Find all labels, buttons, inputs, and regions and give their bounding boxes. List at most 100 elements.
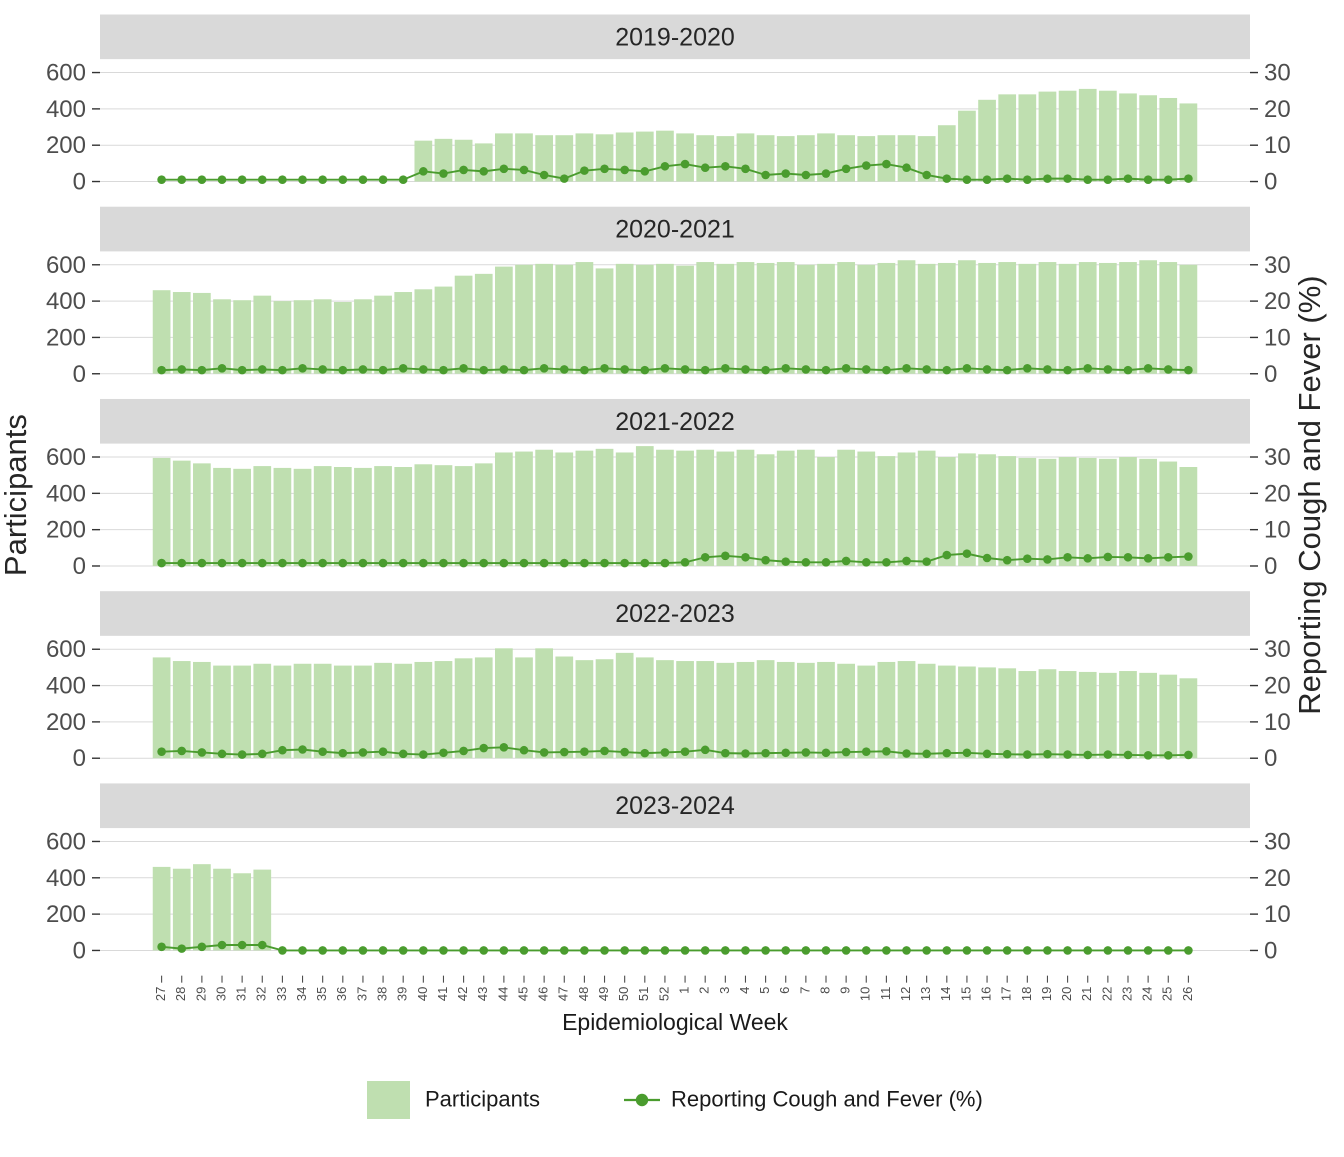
svg-text:30: 30 (1264, 444, 1291, 471)
svg-text:2020-2021: 2020-2021 (615, 216, 735, 244)
svg-text:600: 600 (46, 252, 86, 279)
svg-text:200: 200 (46, 517, 86, 544)
svg-text:47: 47 (556, 987, 571, 1001)
svg-text:600: 600 (46, 60, 86, 87)
svg-text:52: 52 (656, 987, 671, 1001)
svg-text:0: 0 (73, 169, 86, 196)
svg-text:39: 39 (395, 987, 410, 1001)
svg-text:0: 0 (73, 553, 86, 580)
svg-text:6: 6 (777, 987, 792, 994)
svg-text:41: 41 (435, 987, 450, 1001)
svg-text:29: 29 (193, 987, 208, 1001)
svg-text:2022-2023: 2022-2023 (615, 600, 735, 628)
svg-text:0: 0 (73, 937, 86, 964)
svg-text:Participants: Participants (0, 414, 33, 576)
svg-text:20: 20 (1264, 288, 1291, 315)
svg-text:4: 4 (737, 987, 752, 994)
svg-text:10: 10 (1264, 132, 1291, 159)
svg-text:48: 48 (576, 987, 591, 1001)
svg-text:10: 10 (1264, 517, 1291, 544)
svg-text:200: 200 (46, 901, 86, 928)
svg-text:18: 18 (1019, 987, 1034, 1001)
svg-text:17: 17 (999, 987, 1014, 1001)
svg-text:37: 37 (354, 987, 369, 1001)
svg-text:20: 20 (1264, 673, 1291, 700)
svg-text:2019-2020: 2019-2020 (615, 23, 735, 51)
svg-text:40: 40 (415, 987, 430, 1001)
svg-text:2: 2 (697, 987, 712, 994)
svg-text:15: 15 (958, 987, 973, 1001)
svg-text:1: 1 (677, 987, 692, 994)
svg-text:51: 51 (636, 987, 651, 1001)
svg-text:45: 45 (515, 987, 530, 1001)
svg-text:30: 30 (1264, 60, 1291, 87)
svg-text:0: 0 (73, 745, 86, 772)
svg-text:0: 0 (1264, 361, 1277, 388)
svg-text:43: 43 (475, 987, 490, 1001)
svg-text:20: 20 (1264, 865, 1291, 892)
svg-text:25: 25 (1160, 987, 1175, 1001)
svg-text:14: 14 (938, 987, 953, 1001)
svg-text:400: 400 (46, 480, 86, 507)
svg-text:400: 400 (46, 288, 86, 315)
svg-text:35: 35 (314, 987, 329, 1001)
svg-text:10: 10 (1264, 709, 1291, 736)
svg-text:34: 34 (294, 987, 309, 1001)
svg-text:0: 0 (1264, 169, 1277, 196)
svg-text:44: 44 (495, 987, 510, 1001)
svg-text:9: 9 (838, 987, 853, 994)
svg-text:30: 30 (213, 987, 228, 1001)
svg-text:31: 31 (234, 987, 249, 1001)
svg-text:49: 49 (596, 987, 611, 1001)
svg-text:21: 21 (1079, 987, 1094, 1001)
svg-text:600: 600 (46, 828, 86, 855)
svg-text:0: 0 (1264, 937, 1277, 964)
svg-text:2021-2022: 2021-2022 (615, 408, 735, 436)
svg-text:10: 10 (1264, 324, 1291, 351)
svg-text:19: 19 (1039, 987, 1054, 1001)
svg-text:7: 7 (797, 987, 812, 994)
svg-text:46: 46 (536, 987, 551, 1001)
svg-text:24: 24 (1140, 987, 1155, 1001)
svg-text:11: 11 (878, 987, 893, 1001)
svg-text:0: 0 (1264, 745, 1277, 772)
svg-text:Epidemiological Week: Epidemiological Week (562, 1009, 788, 1035)
svg-text:2023-2024: 2023-2024 (615, 792, 735, 820)
svg-text:600: 600 (46, 444, 86, 471)
svg-text:10: 10 (858, 987, 873, 1001)
svg-text:20: 20 (1264, 96, 1291, 123)
svg-text:42: 42 (455, 987, 470, 1001)
svg-text:3: 3 (717, 987, 732, 994)
svg-text:13: 13 (918, 987, 933, 1001)
svg-text:12: 12 (898, 987, 913, 1001)
svg-text:200: 200 (46, 132, 86, 159)
svg-text:50: 50 (616, 987, 631, 1001)
svg-text:16: 16 (978, 987, 993, 1001)
svg-text:0: 0 (73, 361, 86, 388)
svg-text:26: 26 (1180, 987, 1195, 1001)
svg-text:33: 33 (274, 987, 289, 1001)
svg-text:600: 600 (46, 636, 86, 663)
svg-text:38: 38 (375, 987, 390, 1001)
svg-text:36: 36 (334, 987, 349, 1001)
svg-text:28: 28 (173, 987, 188, 1001)
svg-text:Reporting Cough and Fever (%): Reporting Cough and Fever (%) (1292, 275, 1327, 714)
svg-text:27: 27 (153, 987, 168, 1001)
svg-text:8: 8 (817, 987, 832, 994)
svg-text:400: 400 (46, 673, 86, 700)
svg-text:10: 10 (1264, 901, 1291, 928)
svg-text:200: 200 (46, 324, 86, 351)
svg-text:Participants: Participants (425, 1087, 540, 1112)
svg-text:20: 20 (1059, 987, 1074, 1001)
svg-text:23: 23 (1119, 987, 1134, 1001)
svg-text:5: 5 (757, 987, 772, 994)
svg-text:32: 32 (254, 987, 269, 1001)
svg-text:20: 20 (1264, 480, 1291, 507)
svg-text:30: 30 (1264, 636, 1291, 663)
svg-text:Reporting Cough and Fever (%): Reporting Cough and Fever (%) (671, 1087, 983, 1112)
svg-text:200: 200 (46, 709, 86, 736)
svg-text:0: 0 (1264, 553, 1277, 580)
svg-text:30: 30 (1264, 828, 1291, 855)
svg-text:30: 30 (1264, 252, 1291, 279)
svg-text:22: 22 (1099, 987, 1114, 1001)
